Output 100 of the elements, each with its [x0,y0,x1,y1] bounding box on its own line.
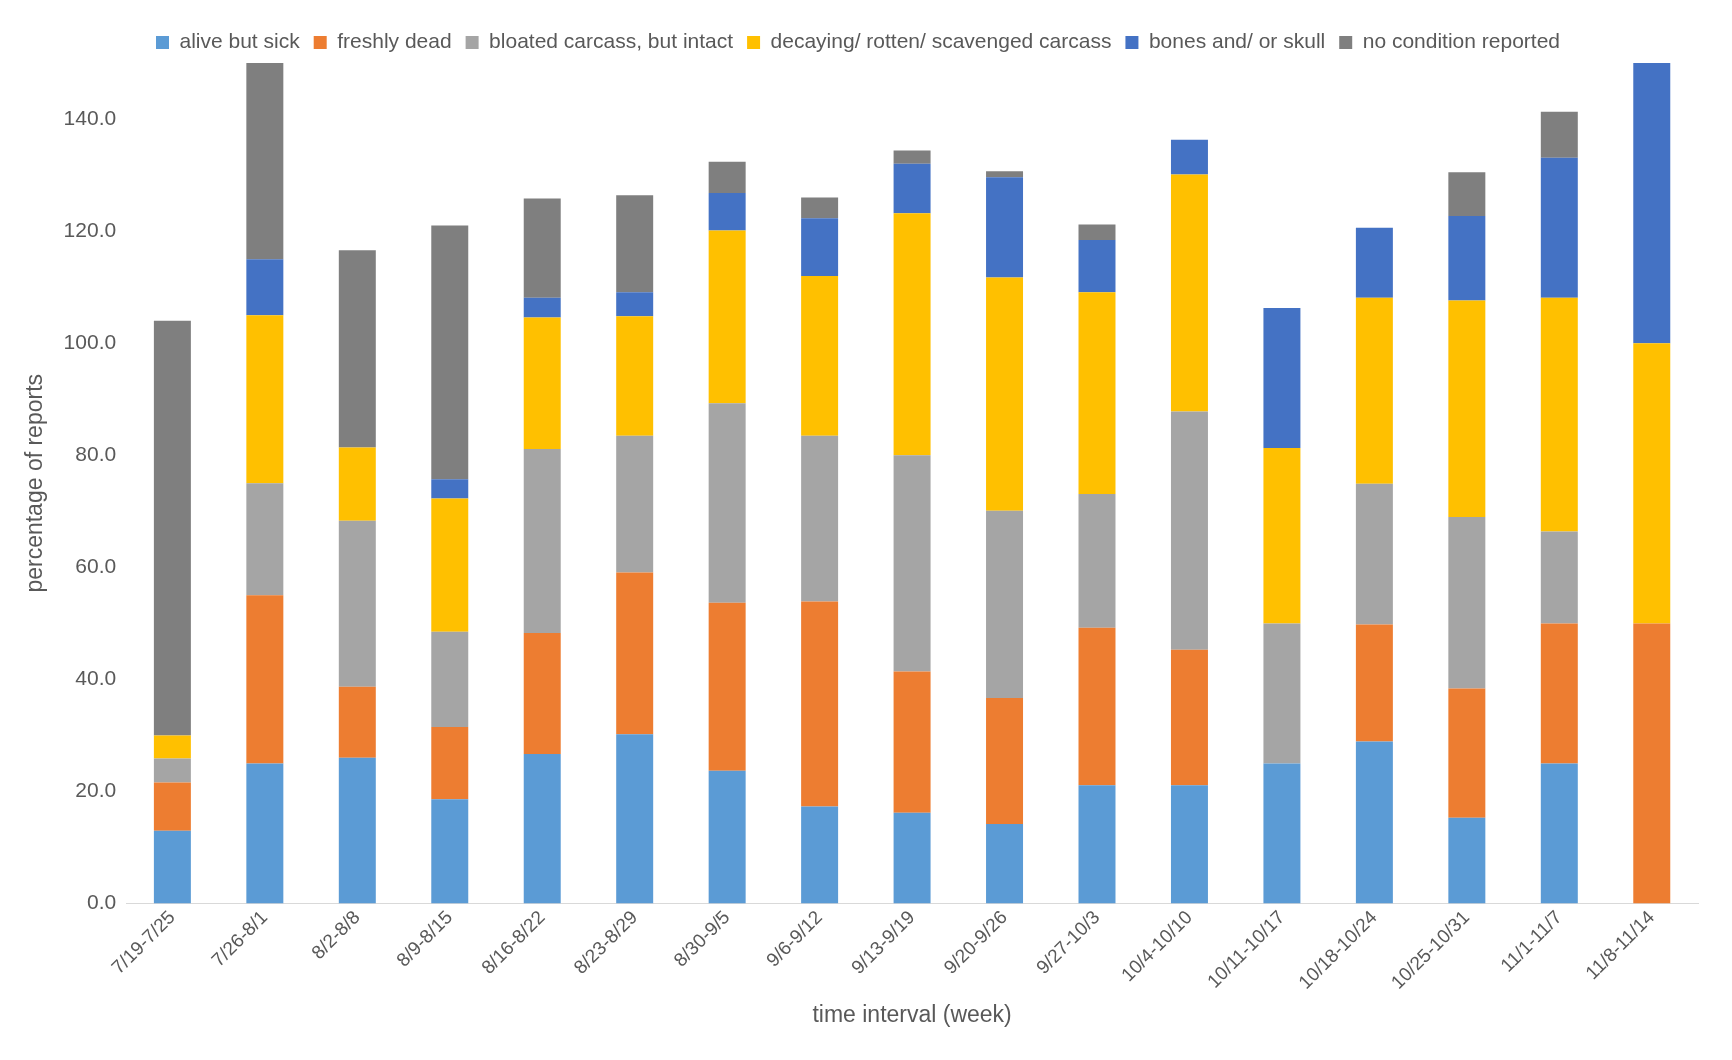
bar [1355,741,1393,904]
bar [1540,157,1578,298]
bar [431,225,469,480]
y-tick-label: 100.0 [63,329,117,353]
bar [1263,307,1301,448]
legend-label: freshly dead [337,29,452,53]
bar [986,823,1024,904]
bar [708,193,746,231]
bar [986,177,1024,278]
bar [801,806,839,904]
bar [1540,763,1578,904]
bar [1263,623,1301,764]
bar [1170,785,1208,904]
bar [431,498,469,632]
bar [1633,343,1671,624]
bar [1355,624,1393,742]
bar [1170,649,1208,786]
x-axis-title: time interval (week) [812,1000,1012,1027]
bar [1448,516,1486,689]
bar [893,213,931,456]
y-tick-label: 0.0 [86,890,117,914]
bar [1078,240,1116,293]
bar [1355,483,1393,625]
bar [523,198,561,298]
bar [1355,227,1393,298]
bar [1170,139,1208,175]
bar [893,163,931,214]
bar [1170,411,1208,650]
bar [1540,297,1578,532]
bar [338,757,376,904]
bar [153,830,191,904]
bar [1078,292,1116,494]
bar [338,520,376,687]
y-tick-label: 60.0 [75,554,117,578]
bar [1540,623,1578,764]
bar [338,447,376,521]
bar [1263,447,1301,624]
bar [893,150,931,164]
y-tick-label: 120.0 [63,217,117,241]
bar [523,632,561,754]
bar [893,455,931,672]
bar [986,697,1024,824]
bar [1448,215,1486,301]
bar [1448,817,1486,904]
bar [1170,174,1208,412]
bar [246,483,284,596]
bar [431,479,469,499]
bar [431,799,469,904]
y-tick-label: 140.0 [63,105,117,129]
bar [801,218,839,276]
bar [801,601,839,807]
bar [153,735,191,759]
bar [1448,172,1486,216]
bar [523,317,561,450]
bar [1540,531,1578,624]
bar [246,259,284,316]
bar [708,770,746,904]
bar [246,63,284,260]
bar [616,195,654,293]
bar [1078,493,1116,628]
bar [986,277,1024,511]
legend-label: bloated carcass, but intact [489,29,734,53]
bar [801,275,839,436]
bar [616,435,654,573]
legend-label: no condition reported [1362,29,1561,53]
bar [246,595,284,764]
bar [431,727,469,800]
bar [893,812,931,904]
bar [1448,300,1486,517]
bar [246,315,284,484]
bar [708,161,746,194]
bar [523,449,561,633]
bar [153,782,191,831]
bar [616,734,654,904]
bar [1633,63,1671,344]
y-tick-label: 20.0 [75,778,117,802]
bar [1078,627,1116,786]
y-axis-title: percentage of reports [21,373,48,593]
bar [338,250,376,448]
bar [893,671,931,813]
bar [523,297,561,318]
bar [1633,623,1671,904]
bar [801,197,839,219]
bar [986,510,1024,698]
bar [616,572,654,735]
bar [338,686,376,758]
bar [1078,224,1116,241]
y-tick-label: 40.0 [75,666,117,690]
bar [616,292,654,317]
bar [523,753,561,904]
bar [708,230,746,404]
legend-label: decaying/ rotten/ scavenged carcass [770,29,1112,53]
bar [246,763,284,904]
bar [153,758,191,783]
bar [1078,785,1116,904]
bar [986,171,1024,178]
legend-label: bones and/ or skull [1148,29,1326,53]
bar [616,316,654,436]
bar [1355,297,1393,484]
bar [708,403,746,603]
